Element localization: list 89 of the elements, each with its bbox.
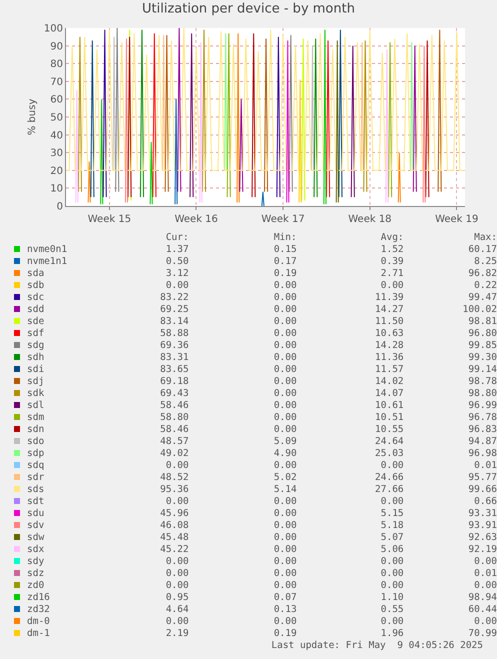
text: 3.12 0.19 2.71 96.82 bbox=[166, 268, 497, 279]
y-tick-label: 0 bbox=[56, 202, 63, 212]
x-tick-label: Week 16 bbox=[174, 214, 218, 225]
text: Avg: bbox=[380, 232, 404, 244]
y-tick-label: 90 bbox=[50, 41, 63, 52]
text: 0.00 0.00 0.00 0.66 bbox=[166, 496, 497, 507]
legend-label: sdi bbox=[27, 364, 44, 375]
x-tick-label: Week 17 bbox=[261, 214, 305, 225]
text: 0.00 0.00 0.00 0.22 bbox=[166, 280, 497, 291]
text: 69.36 0.00 14.28 99.85 bbox=[160, 340, 497, 351]
text: 48.57 5.09 24.64 94.87 bbox=[160, 436, 497, 447]
text: 69.25 0.00 14.27 100.02 bbox=[160, 304, 497, 315]
y-tick-label: 100 bbox=[44, 24, 63, 34]
legend-label: sdd bbox=[27, 304, 44, 315]
text: 45.96 0.00 5.15 93.31 bbox=[160, 508, 497, 519]
y-tick-label: 50 bbox=[50, 112, 63, 124]
legend-label: sdj bbox=[27, 376, 44, 387]
text: 0.50 0.17 0.39 8.25 bbox=[166, 256, 497, 267]
legend-label: dm-0 bbox=[27, 616, 50, 627]
y-tick-label: 60 bbox=[50, 94, 63, 106]
legend-label: sdb bbox=[27, 280, 44, 291]
x-tick-label: Week 18 bbox=[348, 214, 392, 225]
text: 2.19 0.19 1.96 70.99 bbox=[166, 628, 497, 639]
text: Max: bbox=[473, 232, 497, 244]
x-tick-label: Week 19 bbox=[435, 214, 478, 225]
text: 0.00 0.00 0.00 0.00 bbox=[166, 580, 497, 591]
y-tick-label: 40 bbox=[50, 130, 63, 142]
text: 69.18 0.00 14.02 98.78 bbox=[160, 376, 497, 387]
text: Min: bbox=[272, 232, 297, 244]
legend-label: zd16 bbox=[27, 592, 50, 603]
text: 0.00 0.00 0.00 0.01 bbox=[166, 568, 497, 579]
legend-label: sdv bbox=[27, 520, 44, 531]
legend-label: sdp bbox=[27, 448, 44, 459]
y-tick-label: 80 bbox=[50, 59, 63, 70]
legend-label: sds bbox=[27, 484, 44, 495]
legend-label: sdr bbox=[27, 472, 44, 483]
legend-label: sdz bbox=[27, 568, 44, 579]
legend-label: sdq bbox=[27, 460, 44, 471]
text: 0.00 0.00 0.00 0.00 bbox=[166, 556, 497, 567]
legend-label: sdx bbox=[27, 544, 44, 555]
text: 46.08 0.00 5.18 93.91 bbox=[160, 520, 497, 531]
text: 45.22 0.00 5.06 92.19 bbox=[160, 544, 497, 555]
legend-label: sdc bbox=[27, 292, 44, 303]
legend-label: sdu bbox=[27, 508, 44, 519]
legend-label: nvme1n1 bbox=[27, 256, 68, 267]
y-tick-label: 70 bbox=[50, 76, 63, 88]
text: 49.02 4.90 25.03 96.98 bbox=[160, 448, 497, 459]
text: 83.14 0.00 11.50 98.81 bbox=[160, 316, 497, 327]
legend-label: sdh bbox=[27, 352, 44, 363]
text: 0.00 0.00 0.00 0.00 bbox=[166, 616, 497, 627]
text: 83.65 0.00 11.57 99.14 bbox=[160, 364, 497, 375]
text: 58.80 0.00 10.51 96.78 bbox=[160, 412, 497, 423]
text: 83.31 0.00 11.36 99.30 bbox=[160, 352, 497, 363]
text: 0.00 0.00 0.00 0.01 bbox=[166, 460, 497, 471]
text: 58.46 0.00 10.55 96.83 bbox=[160, 424, 497, 435]
text: 4.64 0.13 0.55 60.44 bbox=[166, 604, 497, 615]
text: 48.52 5.02 24.66 95.77 bbox=[160, 472, 497, 483]
legend-label: sdk bbox=[27, 388, 44, 399]
text: 0.95 0.07 1.10 98.94 bbox=[166, 592, 497, 603]
legend-label: nvme0n1 bbox=[27, 244, 68, 255]
text: 58.46 0.00 10.61 96.99 bbox=[160, 400, 497, 411]
x-tick-label: Week 15 bbox=[88, 214, 132, 225]
y-tick-label: 30 bbox=[50, 148, 63, 160]
legend-label: sdy bbox=[27, 556, 44, 567]
legend-label: sdo bbox=[27, 436, 44, 447]
legend-label: zd0 bbox=[27, 580, 44, 591]
y-axis-title: % busy bbox=[26, 98, 38, 136]
legend-label: sdg bbox=[27, 340, 44, 351]
legend-label: sdl bbox=[27, 400, 44, 411]
text: 83.22 0.00 11.39 99.47 bbox=[160, 292, 497, 303]
chart-title: Utilization per device - by month bbox=[142, 2, 355, 17]
legend-label: sdf bbox=[27, 328, 44, 339]
legend-label: sdm bbox=[27, 412, 44, 423]
legend-label: sdw bbox=[27, 532, 44, 543]
text: 58.88 0.00 10.63 96.80 bbox=[160, 328, 497, 339]
y-tick-label: 20 bbox=[50, 166, 63, 177]
legend-label: zd32 bbox=[27, 604, 50, 615]
text: Last update: Fri May 9 04:05:26 2025 bbox=[270, 640, 484, 652]
legend-label: sdt bbox=[27, 496, 44, 507]
text: 69.43 0.00 14.07 98.80 bbox=[160, 388, 497, 399]
legend-label: sde bbox=[27, 316, 44, 327]
text: 95.36 5.14 27.66 99.66 bbox=[160, 484, 497, 495]
legend-label: sdn bbox=[27, 424, 44, 435]
legend-label: sda bbox=[27, 268, 44, 279]
y-tick-label: 10 bbox=[50, 184, 63, 195]
legend-label: dm-1 bbox=[27, 628, 50, 639]
text: 1.37 0.15 1.52 60.17 bbox=[166, 244, 497, 255]
text: 45.48 0.00 5.07 92.63 bbox=[160, 532, 497, 543]
text: Cur: bbox=[164, 232, 189, 244]
